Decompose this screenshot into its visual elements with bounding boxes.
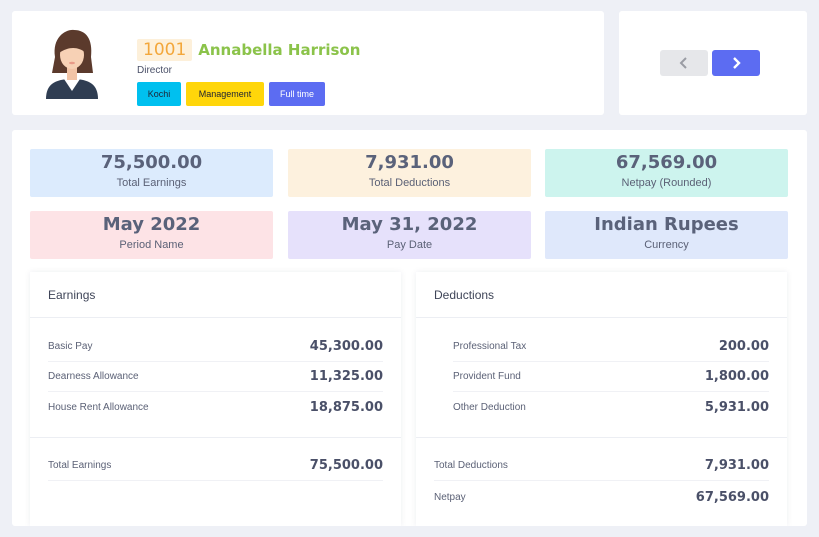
earnings-panel: Earnings Basic Pay 45,300.00 Dearness Al… [30, 272, 401, 526]
deductions-total-row: Total Deductions 7,931.00 [434, 451, 769, 481]
earnings-row: Basic Pay 45,300.00 [48, 332, 383, 362]
earnings-row-value: 11,325.00 [309, 369, 383, 384]
next-button[interactable] [712, 50, 760, 76]
earnings-row: House Rent Allowance 18,875.00 [48, 392, 383, 422]
earnings-row-value: 18,875.00 [309, 399, 383, 415]
pay-date-label: Pay Date [386, 239, 433, 251]
netpay-row-label: Netpay [434, 491, 466, 503]
deductions-divider [416, 437, 787, 438]
deductions-row-value: 1,800.00 [704, 369, 769, 384]
deductions-row-label: Provident Fund [453, 371, 521, 382]
netpay-row-value: 67,569.00 [695, 489, 769, 505]
deductions-row: Provident Fund 1,800.00 [453, 362, 769, 392]
earnings-row-label: Basic Pay [48, 341, 93, 352]
earnings-row-value: 45,300.00 [309, 339, 383, 354]
netpay-label: Netpay (Rounded) [621, 177, 712, 189]
deductions-row: Other Deduction 5,931.00 [453, 392, 769, 422]
netpay-value: 67,569.00 [615, 152, 718, 173]
deductions-row-label: Professional Tax [453, 341, 527, 352]
total-deductions-tile: 7,931.00 Total Deductions [288, 149, 531, 197]
earnings-total-value: 75,500.00 [309, 458, 383, 473]
total-earnings-value: 75,500.00 [100, 152, 203, 173]
earnings-row: Dearness Allowance 11,325.00 [48, 362, 383, 392]
earnings-divider [30, 437, 401, 438]
deductions-row-label: Other Deduction [453, 401, 526, 413]
location-badge: Kochi [137, 82, 181, 106]
previous-button[interactable] [660, 50, 708, 76]
employee-tags: Kochi Management Full time [137, 82, 325, 106]
period-label: Period Name [119, 239, 184, 251]
deductions-row-value: 200.00 [718, 339, 769, 354]
female-avatar-icon [46, 29, 98, 99]
total-deductions-label: Total Deductions [368, 177, 451, 189]
pay-date-tile: May 31, 2022 Pay Date [288, 211, 531, 259]
earnings-total-label: Total Earnings [48, 460, 112, 471]
payslip-card: 75,500.00 Total Earnings 7,931.00 Total … [12, 130, 807, 526]
navigation-card [619, 11, 807, 115]
total-deductions-value: 7,931.00 [365, 152, 454, 173]
chevron-right-icon [733, 57, 741, 69]
employment-type-badge: Full time [269, 82, 325, 106]
deductions-panel: Deductions Professional Tax 200.00 Provi… [416, 272, 787, 526]
netpay-tile: 67,569.00 Netpay (Rounded) [545, 149, 788, 197]
total-earnings-label: Total Earnings [116, 177, 187, 189]
employee-header-card: 1001 Annabella Harrison Director Kochi M… [12, 11, 604, 115]
period-value: May 2022 [102, 214, 201, 235]
earnings-row-label: House Rent Allowance [48, 401, 149, 413]
employee-name: Annabella Harrison [198, 41, 361, 59]
deductions-title: Deductions [416, 272, 787, 318]
chevron-left-icon [679, 57, 687, 69]
currency-label: Currency [644, 239, 689, 251]
earnings-title: Earnings [30, 272, 401, 318]
deductions-total-value: 7,931.00 [704, 458, 769, 473]
deductions-total-label: Total Deductions [434, 460, 508, 471]
currency-value: Indian Rupees [594, 214, 739, 235]
deductions-row-value: 5,931.00 [704, 399, 769, 415]
earnings-total-row: Total Earnings 75,500.00 [48, 451, 383, 481]
employee-title-line: 1001 Annabella Harrison [137, 39, 360, 61]
deductions-row: Professional Tax 200.00 [453, 332, 769, 362]
employee-id: 1001 [137, 39, 193, 61]
period-tile: May 2022 Period Name [30, 211, 273, 259]
department-badge: Management [186, 82, 264, 106]
total-earnings-tile: 75,500.00 Total Earnings [30, 149, 273, 197]
pay-date-value: May 31, 2022 [341, 214, 478, 235]
employee-designation: Director [137, 65, 173, 76]
currency-tile: Indian Rupees Currency [545, 211, 788, 259]
earnings-row-label: Dearness Allowance [48, 371, 139, 382]
netpay-row: Netpay 67,569.00 [434, 482, 769, 512]
